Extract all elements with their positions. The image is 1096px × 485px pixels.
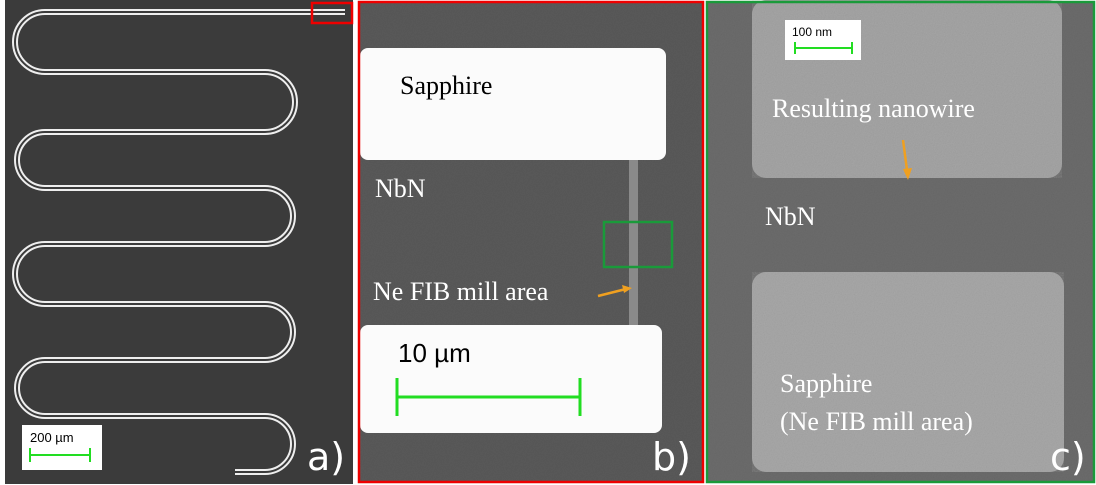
label-text: Sapphire [400,71,492,100]
sapphire-pad [360,48,666,160]
label-text: (Ne FIB mill area) [780,407,973,436]
figure: 200 µm a) Sapphire NbN Ne FIB mill area … [0,0,1096,485]
label-text: NbN [765,202,816,231]
panel-a: 200 µm a) [5,0,353,484]
label-text: Resulting nanowire [772,94,975,123]
panel-label: b) [652,435,691,479]
scale-text: 100 nm [792,25,832,39]
panel-c: 100 nm Resulting nanowire NbN Sapphire (… [707,0,1094,482]
mill-stripe [629,160,638,325]
scale-text: 10 µm [398,338,471,368]
label-text: NbN [375,174,426,203]
panel-label: c) [1050,435,1086,479]
label-text: Sapphire [780,369,872,398]
scale-text: 200 µm [30,430,74,445]
label-text: Ne FIB mill area [373,277,549,306]
panel-label: a) [307,435,345,479]
panel-b: Sapphire NbN Ne FIB mill area 10 µm b) [359,2,703,482]
